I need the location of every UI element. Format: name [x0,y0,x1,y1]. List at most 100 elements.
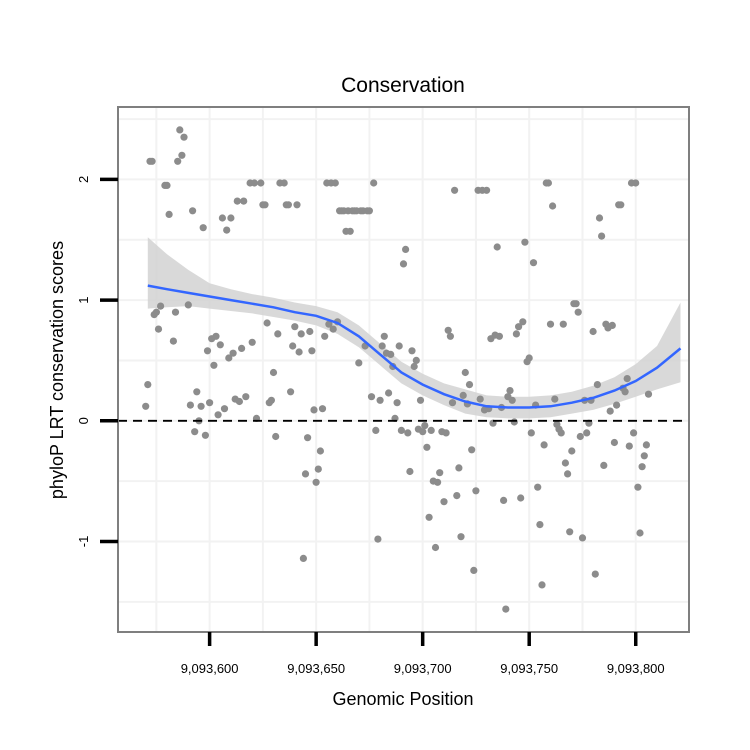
smooth-fit-line [147,284,682,409]
data-point [589,327,597,336]
y-tick-label: -1 [76,536,91,548]
data-point [644,390,653,398]
data-point [304,434,312,442]
data-point [642,441,651,449]
plot-panel [117,106,690,633]
data-point [470,566,478,575]
data-point [331,179,339,187]
data-point [372,426,380,434]
data-point [608,321,616,329]
data-point [293,201,301,209]
y-tick-label: 1 [76,296,91,303]
data-point [295,348,303,356]
data-point [561,459,570,467]
data-point [534,483,542,491]
data-point [376,396,384,404]
x-tick-label: 9,093,700 [394,661,452,676]
data-point [299,554,307,563]
data-point [144,381,152,389]
data-point [306,327,314,336]
data-point [476,395,484,403]
data-point [318,405,327,413]
panel-border [117,106,690,633]
data-point [598,232,606,240]
data-point [218,214,226,222]
data-point [321,332,329,340]
y-tick-label: 0 [76,417,91,424]
data-point [574,308,582,316]
data-point [508,396,516,404]
data-point [180,133,188,141]
data-point [387,350,395,358]
data-point [280,179,288,187]
data-point [483,186,491,194]
data-point [453,492,461,500]
x-tick-label: 9,093,600 [181,661,239,676]
data-point [408,347,416,355]
data-point [510,418,518,426]
data-point [495,332,503,340]
data-point [630,429,638,437]
data-point [163,181,171,189]
data-point [578,534,587,542]
data-point [189,207,197,215]
data-point [600,461,608,469]
data-point [434,478,442,486]
data-point [576,432,584,441]
data-point [176,126,184,134]
data-point [544,179,553,187]
data-point [519,318,527,326]
data-point [184,301,192,309]
data-point [595,214,604,222]
data-point [568,447,576,455]
data-point [274,330,282,338]
data-point [610,438,619,447]
data-point [404,429,412,437]
data-point [572,300,580,308]
data-point [559,320,567,328]
data-point [640,452,648,460]
data-point [583,429,591,437]
data-point [314,465,322,473]
data-point [564,470,572,478]
data-point [263,319,271,327]
data-point [566,528,574,536]
data-point [308,347,316,355]
data-point [634,483,642,491]
data-point [436,469,444,477]
data-point [355,359,363,367]
data-point [529,259,538,267]
data-point [425,513,433,521]
data-point [397,426,405,434]
data-point [291,323,299,331]
data-point [250,179,258,187]
data-point [238,344,246,352]
data-point [419,428,427,436]
data-point [186,401,194,409]
data-point [406,467,414,476]
data-point [451,186,459,194]
data-point [472,487,480,495]
data-point [370,179,378,187]
data-point [174,157,182,165]
data-point [154,325,163,333]
data-point [261,201,269,209]
data-point [242,393,250,401]
data-point [220,405,229,413]
data-point [606,407,614,415]
data-point [465,381,474,389]
data-point [227,214,235,222]
data-point [623,375,631,383]
data-point [152,308,160,316]
data-point [455,464,463,472]
data-point [431,543,440,552]
data-point [410,362,418,371]
data-point [233,197,241,205]
data-point [374,535,382,543]
chart-title: Conservation [341,74,465,97]
data-point [444,326,452,334]
data-point [421,422,429,430]
data-point [229,349,237,357]
data-point [310,406,318,414]
